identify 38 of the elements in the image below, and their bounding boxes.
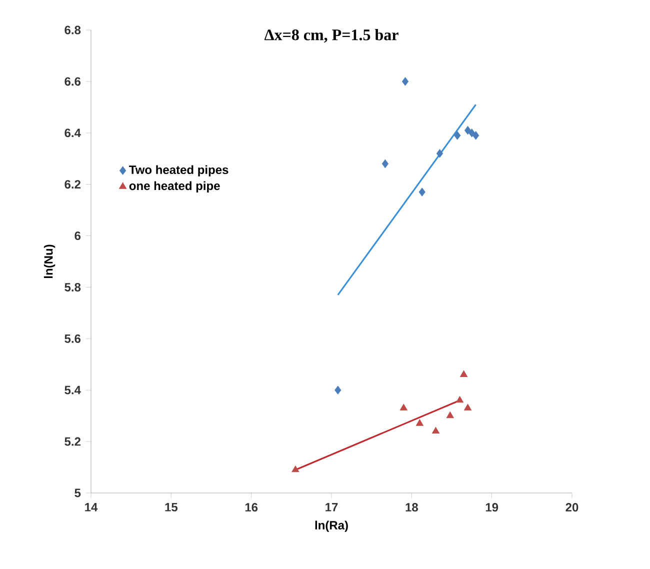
- y-tick-label: 6.2: [64, 180, 80, 189]
- x-tick-label: 16: [245, 503, 258, 512]
- legend-label: one heated pipe: [129, 181, 220, 192]
- y-tick-label: 6.6: [64, 77, 81, 86]
- point: [456, 396, 464, 403]
- point: [416, 419, 424, 426]
- point: [464, 126, 472, 135]
- x-tick-label: 17: [326, 503, 338, 512]
- point: [402, 77, 409, 86]
- y-tick-label: 6: [74, 232, 81, 240]
- y-tick-label: 5.8: [64, 282, 81, 292]
- chart-title: Δx=8 cm, P=1.5 bar: [264, 29, 398, 43]
- x-tick-label: 14: [85, 503, 98, 512]
- y-tick-label: 5.2: [64, 437, 80, 446]
- y-tick-label: 5: [74, 488, 81, 498]
- point: [446, 412, 454, 418]
- point: [400, 404, 408, 410]
- point: [436, 149, 443, 158]
- point: [454, 131, 461, 140]
- y-tick-label: 6.4: [64, 128, 81, 138]
- x-tick-label: 15: [165, 503, 178, 512]
- x-tick-label: 18: [406, 503, 418, 512]
- x-axis-title: ln(Ra): [315, 520, 348, 532]
- x-tick-label: 19: [486, 503, 498, 512]
- y-axis-title: ln(Nu): [44, 244, 56, 278]
- point: [382, 159, 388, 168]
- y-tick-label: 5.4: [64, 386, 81, 394]
- y-tick-label: 6.8: [64, 26, 81, 34]
- point: [292, 466, 300, 472]
- legend-label: Two heated pipes: [129, 165, 228, 176]
- point: [418, 188, 426, 196]
- point: [334, 386, 342, 394]
- point: [460, 370, 468, 377]
- point: [464, 404, 472, 410]
- point: [432, 427, 440, 434]
- point: [472, 131, 480, 140]
- x-tick-label: 20: [566, 503, 578, 512]
- y-tick-label: 5.6: [64, 334, 81, 343]
